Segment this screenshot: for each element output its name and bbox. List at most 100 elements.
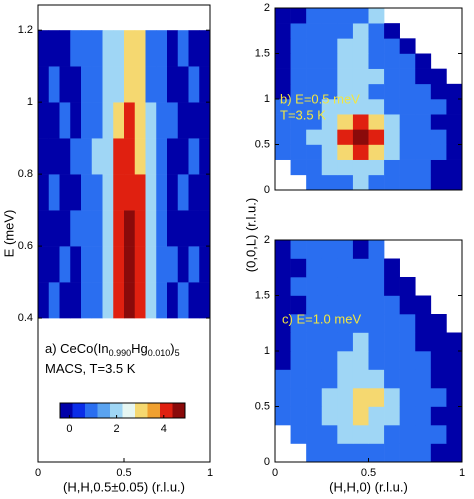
heatmap-cell <box>81 138 93 175</box>
heatmap-cell <box>124 138 136 175</box>
annotation: MACS, T=3.5 K <box>45 361 136 376</box>
heatmap-cell <box>306 258 323 278</box>
heatmap-cell <box>59 30 71 67</box>
heatmap-cell <box>134 66 146 103</box>
heatmap-cell <box>188 246 200 283</box>
heatmap-cell <box>446 174 463 191</box>
heatmap-cell <box>167 210 179 247</box>
heatmap-cell <box>352 23 369 39</box>
heatmap-cell <box>399 174 416 191</box>
heatmap-cell <box>275 351 291 370</box>
heatmap-cell <box>91 66 103 103</box>
heatmap-cell <box>81 30 93 67</box>
heatmap-cell <box>399 369 416 389</box>
heatmap-cell <box>337 99 354 115</box>
heatmap-cell <box>81 102 93 139</box>
heatmap-cell <box>306 99 323 115</box>
heatmap-cell <box>275 387 291 407</box>
heatmap-cell <box>321 295 338 315</box>
heatmap-cell <box>368 114 385 130</box>
heatmap-cell <box>275 406 291 426</box>
heatmap-cell <box>321 68 338 85</box>
heatmap-cell <box>384 129 400 145</box>
heatmap-cell <box>290 369 307 389</box>
heatmap-cell <box>337 240 354 259</box>
heatmap-cell <box>306 8 323 24</box>
heatmap-cell <box>290 387 307 407</box>
heatmap-cell <box>59 138 71 175</box>
heatmap-cell <box>430 144 447 160</box>
x-tick-label: 0 <box>35 467 41 479</box>
heatmap-cell <box>368 425 385 444</box>
heatmap-cell <box>337 258 354 278</box>
x-tick-label: 0 <box>272 467 278 479</box>
heatmap-cell <box>59 210 71 247</box>
heatmap-cell <box>368 159 385 176</box>
heatmap-cell <box>352 406 369 426</box>
annotation-part: a) CeCo(In <box>45 341 109 356</box>
heatmap-cell <box>38 246 50 283</box>
heatmap-cell <box>352 332 369 352</box>
heatmap-cell <box>352 83 369 100</box>
heatmap-cell <box>337 406 354 426</box>
heatmap-cell <box>275 295 291 315</box>
heatmap-cell <box>368 23 385 39</box>
heatmap-cell <box>113 174 125 211</box>
heatmap-cell <box>446 159 463 176</box>
heatmap-cell <box>337 443 354 463</box>
heatmap-cell <box>91 282 103 319</box>
heatmap-cell <box>59 174 71 211</box>
heatmap-cell <box>321 276 338 296</box>
heatmap-cell <box>352 144 369 160</box>
heatmap-cell <box>352 295 369 315</box>
x-tick-label: 1 <box>459 467 465 479</box>
heatmap-cell <box>337 129 354 145</box>
heatmap-cell <box>430 129 447 145</box>
heatmap-cell <box>337 53 354 69</box>
heatmap-cell <box>38 30 50 67</box>
heatmap-cell <box>321 83 338 100</box>
annotation-part: MACS, T=3.5 K <box>45 361 136 376</box>
heatmap-cell <box>290 406 307 426</box>
heatmap-cell <box>306 144 323 160</box>
heatmap-cell <box>368 83 385 100</box>
heatmap-cell <box>306 114 323 130</box>
heatmap-cell <box>113 66 125 103</box>
heatmap-cell <box>48 138 60 175</box>
heatmap-cell <box>134 102 146 139</box>
heatmap-cell <box>368 314 385 333</box>
heatmap-cell <box>368 443 385 463</box>
heatmap-cell <box>70 282 82 319</box>
heatmap-cell <box>384 332 400 352</box>
heatmap-cell <box>337 114 354 130</box>
heatmap-cell <box>368 38 385 54</box>
heatmap-cell <box>415 369 432 389</box>
heatmap-cell <box>384 258 400 278</box>
heatmap-cell <box>290 159 307 176</box>
heatmap-cell <box>188 282 200 319</box>
heatmap-cell <box>415 144 432 160</box>
y-tick-label: 0.5 <box>255 400 270 412</box>
heatmap-cell <box>446 443 463 463</box>
heatmap-cell <box>134 282 146 319</box>
heatmap-cell <box>446 332 463 352</box>
heatmap-cell <box>337 369 354 389</box>
y-tick-label: 0.4 <box>18 312 33 324</box>
heatmap-cell <box>352 174 369 191</box>
heatmap-cell <box>337 295 354 315</box>
heatmap-cell <box>145 138 157 175</box>
heatmap-cell <box>177 66 189 103</box>
heatmap-cell <box>81 210 93 247</box>
heatmap-cell <box>415 351 432 370</box>
heatmap-cell <box>102 210 114 247</box>
heatmap-cell <box>290 425 307 444</box>
heatmap-cell <box>145 174 157 211</box>
heatmap-cell <box>368 406 385 426</box>
colorbar-swatch <box>72 403 86 418</box>
heatmap-cell <box>290 258 307 278</box>
heatmap-cell <box>102 282 114 319</box>
annotation-part: ) <box>170 341 174 356</box>
heatmap-cell <box>188 210 200 247</box>
heatmap-cell <box>368 240 385 259</box>
heatmap-cell <box>306 68 323 85</box>
